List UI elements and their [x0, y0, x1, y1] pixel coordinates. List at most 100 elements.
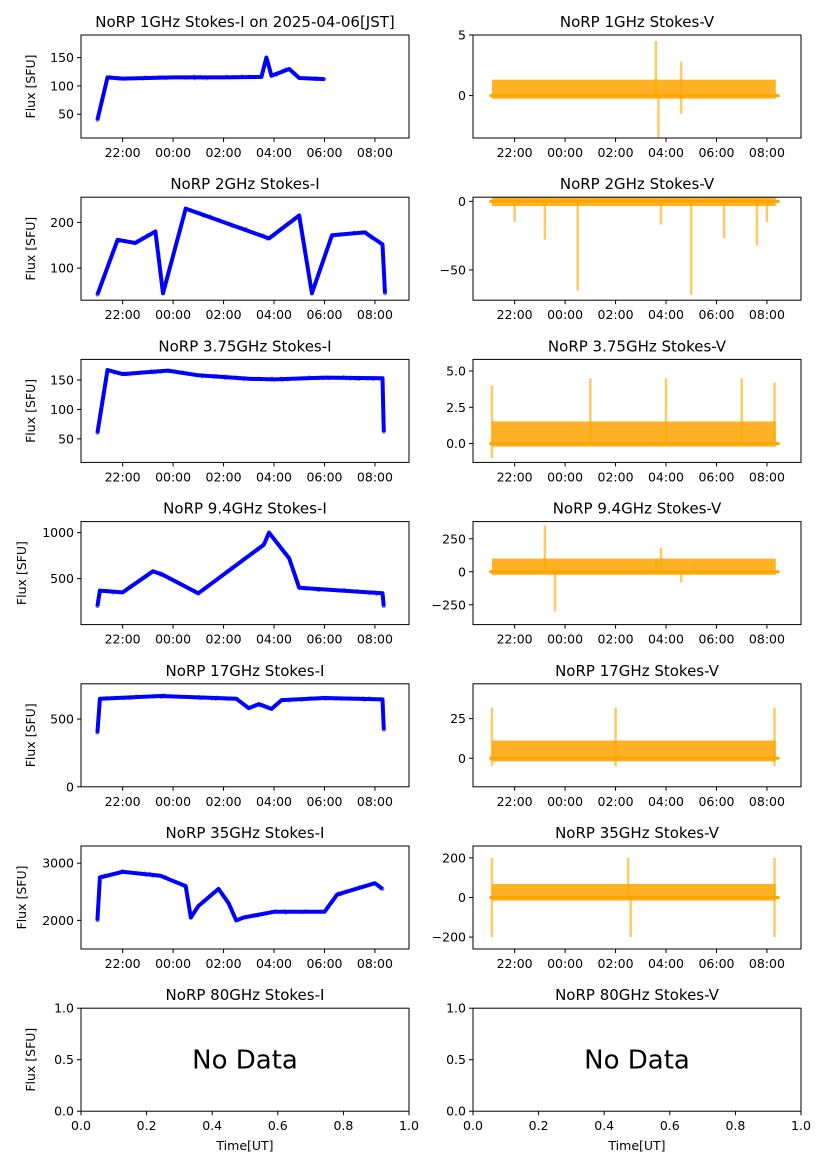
y-tick-label: 500 [50, 712, 74, 727]
noise-point [144, 872, 148, 876]
noise-point [262, 542, 265, 545]
noise-point [151, 875, 154, 878]
panel-norp-2ghz-stokes-v: NoRP 2GHz Stokes-V −50 0 22:00 00:00 02:00 04:… [440, 175, 802, 322]
noise-point [221, 891, 224, 895]
noise-point [300, 699, 303, 703]
noise-point [102, 91, 106, 95]
noise-point [113, 590, 116, 593]
noise-point [378, 887, 382, 890]
chart-title: NoRP 80GHz Stokes-I [166, 986, 325, 1004]
chart-title: NoRP 35GHz Stokes-I [166, 824, 325, 842]
noise-point [359, 590, 362, 593]
noise-point [271, 378, 275, 381]
noise-point [289, 910, 292, 913]
noise-point [99, 878, 102, 881]
x-tick-label: 04:00 [648, 145, 684, 160]
noise-point [172, 253, 175, 256]
x-tick-label: 08:00 [749, 307, 785, 322]
series-line-stokes-i [95, 869, 384, 923]
noise-point [358, 698, 362, 701]
x-tick-label: 22:00 [497, 469, 533, 484]
x-tick-label: 00:00 [155, 794, 191, 809]
noise-point [294, 72, 297, 76]
noise-point [223, 698, 226, 701]
x-tick-label: 0.2 [137, 1118, 157, 1133]
noise-point [256, 704, 260, 707]
noise-point [325, 906, 328, 909]
noise-point [182, 885, 186, 889]
noise-point [173, 581, 176, 584]
data-series [95, 206, 387, 297]
noise-point [222, 75, 226, 79]
data-point [98, 696, 102, 701]
noise-point [142, 78, 145, 81]
noise-point [144, 75, 148, 78]
noise-point [214, 698, 218, 702]
y-tick-label: 100 [50, 402, 74, 417]
noise-point [265, 537, 268, 541]
data-point [95, 292, 100, 297]
noise-point [348, 232, 351, 235]
data-point [221, 75, 226, 80]
data-series [95, 868, 385, 923]
y-tick-label: 0.0 [446, 1104, 466, 1119]
noise-point [376, 590, 379, 594]
noise-point [223, 897, 227, 900]
noise-point [262, 911, 265, 914]
data-point [383, 291, 387, 296]
stokes-v-band [491, 197, 776, 206]
noise-point [142, 872, 146, 875]
noise-point [203, 695, 206, 698]
noise-point [291, 218, 294, 222]
noise-point [289, 698, 292, 701]
noise-point [186, 207, 190, 210]
noise-point [243, 556, 246, 559]
noise-point [205, 77, 208, 80]
noise-point [257, 376, 261, 379]
noise-point [138, 872, 142, 876]
noise-point [314, 910, 317, 913]
noise-point [344, 377, 347, 380]
x-tick-label: 02:00 [598, 145, 634, 160]
noise-point [217, 217, 221, 220]
noise-point [141, 235, 144, 239]
noise-point [348, 378, 352, 382]
no-data-label: No Data [584, 1046, 690, 1076]
noise-point [382, 717, 385, 721]
stokes-v-band [491, 79, 776, 99]
x-tick-label: 08:00 [357, 145, 393, 160]
noise-point [193, 911, 196, 914]
noise-point [163, 693, 167, 696]
x-tick-label: 02:00 [598, 794, 634, 809]
data-point [158, 873, 163, 878]
x-tick-label: 22:00 [497, 307, 533, 322]
noise-point [98, 703, 101, 706]
noise-point [322, 697, 325, 700]
noise-point [188, 588, 192, 592]
noise-point [117, 697, 121, 700]
noise-point [333, 698, 337, 701]
noise-point [241, 557, 244, 561]
noise-point [119, 591, 122, 595]
noise-point [229, 75, 232, 79]
noise-point [120, 372, 123, 376]
stokes-v-band [491, 558, 776, 575]
y-tick-label: 0.5 [54, 1052, 74, 1067]
noise-point [245, 705, 249, 708]
noise-point [260, 912, 263, 916]
noise-point [210, 215, 213, 218]
noise-point [214, 373, 218, 376]
y-tick-label: 1.0 [54, 1001, 74, 1016]
data-point [120, 869, 125, 874]
noise-point [102, 389, 106, 393]
noise-point [167, 77, 170, 80]
noise-point [210, 582, 213, 586]
noise-point [282, 226, 285, 229]
x-tick-label: 06:00 [306, 632, 342, 647]
y-tick-label: 0.0 [54, 1104, 74, 1119]
chart-title: NoRP 3.75GHz Stokes-I [158, 337, 331, 355]
noise-point [272, 235, 275, 238]
data-point [153, 229, 158, 234]
data-point [120, 372, 125, 376]
noise-point [228, 221, 231, 224]
